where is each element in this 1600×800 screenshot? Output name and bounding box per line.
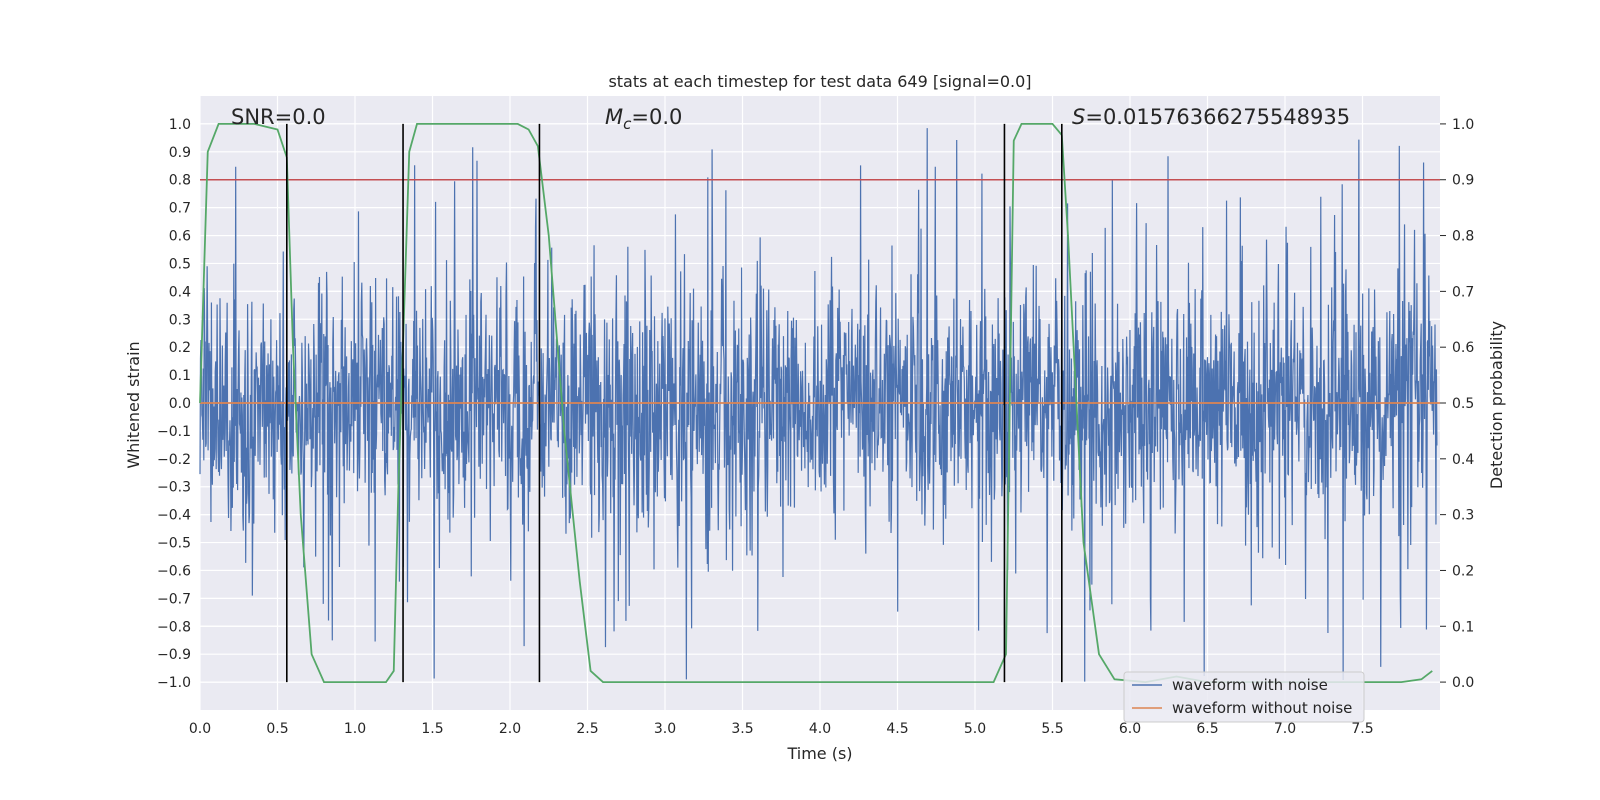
y-tick-label: −0.9 bbox=[157, 647, 191, 663]
x-tick-label: 3.0 bbox=[654, 721, 676, 737]
y2-tick-label: 0.2 bbox=[1452, 563, 1474, 579]
legend-label-noise: waveform with noise bbox=[1172, 676, 1328, 694]
y-tick-label: −0.2 bbox=[157, 452, 191, 468]
y2-tick-labels: 1.0 0.9 0.8 0.7 0.6 0.5 0.4 0.3 0.2 0.1 0.0 bbox=[1440, 117, 1474, 691]
mc-annotation: Mc=0.0 bbox=[605, 105, 682, 133]
y2-tick-label: 0.1 bbox=[1452, 619, 1474, 635]
series-waveform-with-noise bbox=[199, 128, 1438, 682]
snr-annotation: SNR=0.0 bbox=[231, 105, 326, 129]
x-tick-labels: 0.0 0.5 1.0 1.5 2.0 2.5 3.0 3.5 4.0 4.5 5.0 5.5 6.0 6… bbox=[189, 721, 1374, 737]
y-tick-label: 0.7 bbox=[169, 201, 191, 217]
s-value: =0.01576366275548935 bbox=[1085, 105, 1350, 129]
y2-tick-label: 1.0 bbox=[1452, 117, 1474, 133]
y-tick-label: 0.0 bbox=[169, 396, 191, 412]
y-tick-label: 0.5 bbox=[169, 256, 191, 272]
chart-title: stats at each timestep for test data 649… bbox=[608, 72, 1031, 91]
y-tick-label: −0.7 bbox=[157, 591, 191, 607]
s-annotation: S=0.01576366275548935 bbox=[1072, 105, 1350, 129]
y2-tick-label: 0.7 bbox=[1452, 284, 1474, 300]
x-tick-label: 5.0 bbox=[964, 721, 986, 737]
y-tick-label: 1.0 bbox=[169, 117, 191, 133]
y-tick-label: −0.6 bbox=[157, 563, 191, 579]
y2-axis-label: Detection probability bbox=[1487, 321, 1506, 489]
x-tick-label: 5.5 bbox=[1041, 721, 1063, 737]
x-tick-label: 6.0 bbox=[1119, 721, 1141, 737]
y-tick-label: −1.0 bbox=[157, 675, 191, 691]
snr-value: 0.0 bbox=[292, 105, 325, 129]
y2-tick-label: 0.0 bbox=[1452, 675, 1474, 691]
x-tick-label: 6.5 bbox=[1196, 721, 1218, 737]
y2-tick-label: 0.4 bbox=[1452, 452, 1474, 468]
y-tick-label: 0.3 bbox=[169, 312, 191, 328]
x-tick-label: 4.5 bbox=[886, 721, 908, 737]
y-tick-label: −0.5 bbox=[157, 536, 191, 552]
x-tick-label: 0.5 bbox=[266, 721, 288, 737]
legend-box bbox=[1123, 671, 1365, 723]
y-tick-label: −0.4 bbox=[157, 508, 191, 524]
vertical-markers bbox=[285, 123, 1063, 683]
legend: waveform with noise waveform without noi… bbox=[1123, 671, 1365, 723]
y-tick-label: 0.2 bbox=[169, 340, 191, 356]
mc-subscript: c bbox=[623, 115, 632, 133]
y-tick-label: −0.3 bbox=[157, 480, 191, 496]
y-tick-label: 0.6 bbox=[169, 229, 191, 245]
x-tick-label: 0.0 bbox=[189, 721, 211, 737]
legend-label-clean: waveform without noise bbox=[1172, 699, 1352, 717]
y-tick-label: 0.8 bbox=[169, 173, 191, 189]
y-tick-label: 0.4 bbox=[169, 284, 191, 300]
y-tick-label: −0.8 bbox=[157, 619, 191, 635]
noise-line bbox=[199, 128, 1438, 682]
y2-tick-label: 0.5 bbox=[1452, 396, 1474, 412]
x-tick-label: 2.5 bbox=[576, 721, 598, 737]
y-axis-label: Whitened strain bbox=[124, 341, 143, 468]
y-tick-label: −0.1 bbox=[157, 424, 191, 440]
x-tick-label: 7.0 bbox=[1274, 721, 1296, 737]
y-tick-label: 0.9 bbox=[169, 145, 191, 161]
x-axis-label: Time (s) bbox=[786, 744, 852, 763]
x-tick-label: 3.5 bbox=[731, 721, 753, 737]
mc-symbol: M bbox=[605, 105, 623, 129]
x-tick-label: 1.5 bbox=[421, 721, 443, 737]
y2-tick-label: 0.3 bbox=[1452, 508, 1474, 524]
y2-tick-label: 0.8 bbox=[1452, 229, 1474, 245]
y2-tick-label: 0.9 bbox=[1452, 173, 1474, 189]
s-symbol: S bbox=[1072, 105, 1085, 129]
y2-tick-label: 0.6 bbox=[1452, 340, 1474, 356]
snr-prefix: SNR= bbox=[231, 105, 292, 129]
x-tick-label: 2.0 bbox=[499, 721, 521, 737]
x-tick-label: 1.0 bbox=[344, 721, 366, 737]
mc-value: =0.0 bbox=[631, 105, 682, 129]
x-tick-label: 7.5 bbox=[1351, 721, 1373, 737]
x-tick-label: 4.0 bbox=[809, 721, 831, 737]
y-tick-label: 0.1 bbox=[169, 368, 191, 384]
y-tick-labels: 1.0 0.9 0.8 0.7 0.6 0.5 0.4 0.3 0.2 0.1 0.0 −0.1 −0.… bbox=[157, 117, 191, 691]
